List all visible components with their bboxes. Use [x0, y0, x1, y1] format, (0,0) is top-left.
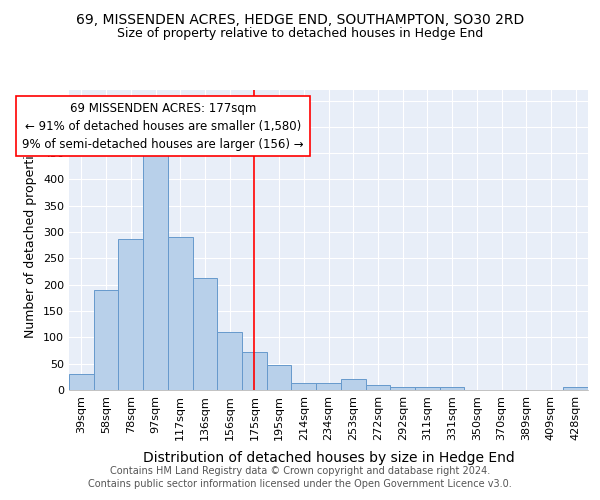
Text: Contains HM Land Registry data © Crown copyright and database right 2024.: Contains HM Land Registry data © Crown c… — [110, 466, 490, 476]
X-axis label: Distribution of detached houses by size in Hedge End: Distribution of detached houses by size … — [143, 451, 514, 465]
Text: Contains public sector information licensed under the Open Government Licence v3: Contains public sector information licen… — [88, 479, 512, 489]
Bar — [217, 332, 242, 390]
Bar — [193, 278, 217, 390]
Bar — [118, 239, 143, 390]
Text: Size of property relative to detached houses in Hedge End: Size of property relative to detached ho… — [117, 28, 483, 40]
Bar — [94, 290, 118, 390]
Bar — [415, 388, 440, 390]
Y-axis label: Number of detached properties: Number of detached properties — [25, 142, 37, 338]
Bar — [168, 238, 193, 390]
Bar — [242, 352, 267, 390]
Bar — [365, 384, 390, 390]
Text: 69 MISSENDEN ACRES: 177sqm
← 91% of detached houses are smaller (1,580)
9% of se: 69 MISSENDEN ACRES: 177sqm ← 91% of deta… — [22, 102, 304, 150]
Bar — [341, 380, 365, 390]
Bar — [390, 387, 415, 390]
Bar — [267, 366, 292, 390]
Bar — [69, 374, 94, 390]
Bar — [143, 150, 168, 390]
Bar — [316, 382, 341, 390]
Bar — [292, 382, 316, 390]
Bar — [440, 388, 464, 390]
Text: 69, MISSENDEN ACRES, HEDGE END, SOUTHAMPTON, SO30 2RD: 69, MISSENDEN ACRES, HEDGE END, SOUTHAMP… — [76, 12, 524, 26]
Bar — [563, 388, 588, 390]
